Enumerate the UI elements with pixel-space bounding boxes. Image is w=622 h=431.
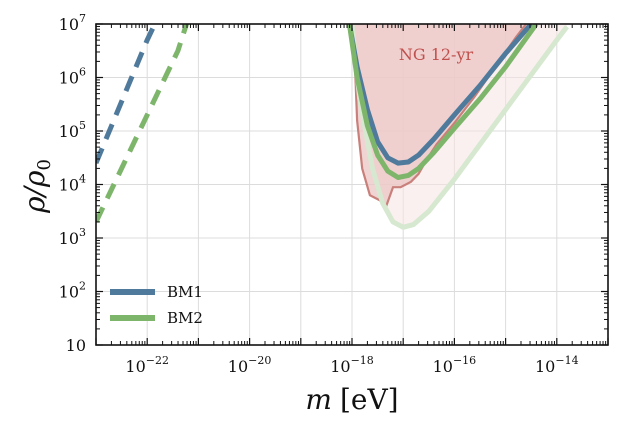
plot-frame (95, 23, 609, 346)
y-axis-title: ρ/ρ0 (18, 159, 55, 214)
y-tick-base: 10 (59, 176, 79, 195)
x-axis-unit: [eV] (340, 383, 399, 416)
y-tick-base: 10 (59, 122, 79, 141)
x-tick-label: 10−16 (433, 354, 477, 376)
ng-12yr-annotation: NG 12-yr (399, 45, 474, 64)
x-tick-base: 10 (433, 357, 453, 376)
y-tick-label: 102 (59, 280, 86, 302)
x-tick-exp: −18 (351, 354, 374, 367)
legend-label-bm2: BM2 (167, 309, 203, 327)
y-tick-exp: 7 (79, 12, 86, 25)
x-tick-exp: −14 (555, 354, 578, 367)
series-layer (96, 24, 569, 230)
x-tick-label: 10−20 (228, 354, 272, 376)
legend-label-bm1: BM1 (167, 283, 203, 301)
x-tick-base: 10 (125, 357, 145, 376)
x-tick-exp: −22 (146, 354, 169, 367)
x-tick-base: 10 (330, 357, 350, 376)
y-tick-label: 104 (59, 173, 86, 195)
bm2-dashed-line (96, 24, 190, 223)
y-tick-base: 10 (59, 283, 79, 302)
x-tick-base: 10 (535, 357, 555, 376)
y-tick-base: 10 (59, 229, 79, 248)
y-tick-exp: 4 (79, 173, 86, 186)
x-tick-exp: −16 (453, 354, 476, 367)
legend: BM1 BM2 (110, 283, 203, 327)
y-tick-exp: 2 (79, 280, 86, 293)
y-tick-label: 107 (59, 12, 86, 34)
bm2-solid-line (346, 24, 539, 180)
y-tick-exp: 3 (79, 226, 86, 239)
bm1-solid-line (346, 24, 534, 166)
y-axis-symbol: ρ/ρ (18, 170, 51, 214)
x-tick-exp: −20 (248, 354, 271, 367)
x-axis-symbol: m (305, 383, 332, 416)
bm2-faint-line (349, 24, 569, 230)
y-tick-label: 10 (66, 336, 86, 355)
y-axis-sub: 0 (34, 159, 55, 170)
y-tick-label: 106 (59, 66, 86, 88)
x-tick-label: 10−18 (330, 354, 374, 376)
y-tick-label: 103 (59, 226, 86, 248)
x-tick-label: 10−14 (535, 354, 579, 376)
y-tick-exp: 6 (79, 66, 86, 79)
x-tick-label: 10−22 (125, 354, 169, 376)
y-tick-exp: 5 (79, 119, 86, 132)
y-tick-base: 10 (59, 15, 79, 34)
x-tick-base: 10 (228, 357, 248, 376)
y-tick-label: 105 (59, 119, 86, 141)
ng-12yr-boundary (348, 24, 527, 212)
y-tick-base: 10 (59, 69, 79, 88)
y-tick-base: 10 (66, 336, 86, 355)
bm1-dashed-line (96, 24, 158, 165)
x-axis-title: m [eV] (305, 383, 398, 416)
